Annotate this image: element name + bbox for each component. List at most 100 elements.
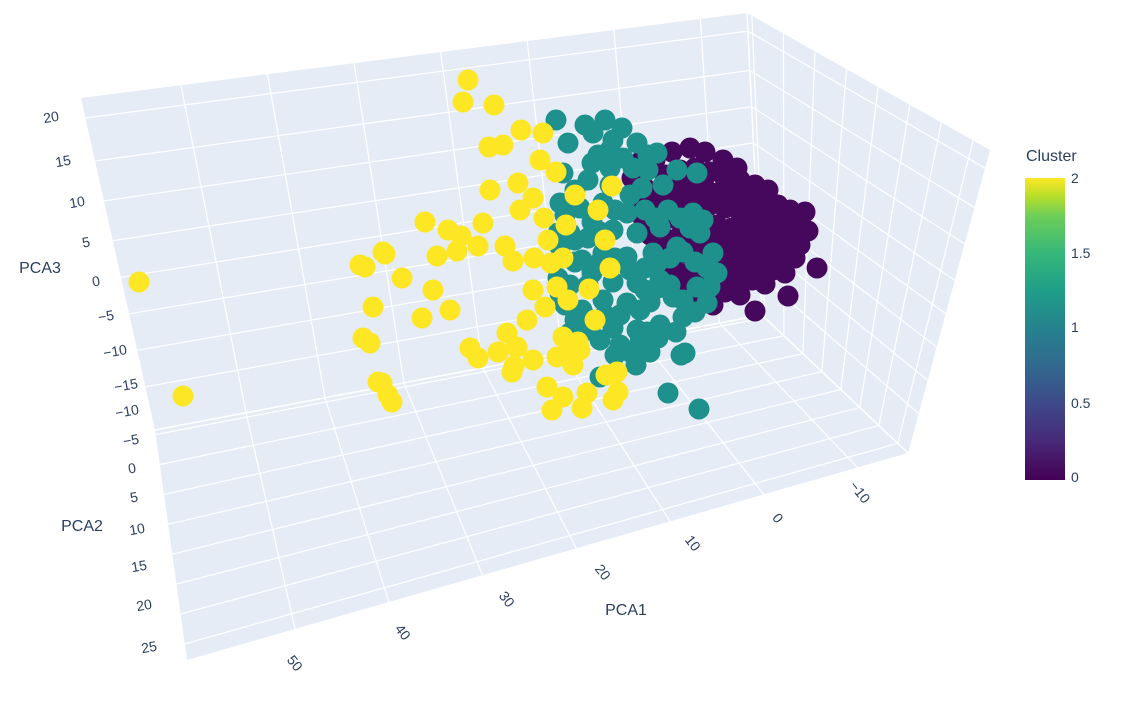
data-point-cluster-2[interactable] bbox=[523, 247, 545, 269]
data-point-cluster-2[interactable] bbox=[607, 381, 629, 403]
data-point-cluster-2[interactable] bbox=[533, 207, 555, 229]
gridline bbox=[561, 352, 671, 522]
data-point-cluster-1[interactable] bbox=[599, 157, 621, 179]
data-point-cluster-2[interactable] bbox=[492, 134, 514, 156]
data-point-cluster-2[interactable] bbox=[522, 279, 544, 301]
data-point-cluster-2[interactable] bbox=[564, 184, 586, 206]
data-point-cluster-2[interactable] bbox=[555, 214, 577, 236]
data-point-cluster-0[interactable] bbox=[661, 141, 683, 163]
data-point-cluster-2[interactable] bbox=[483, 94, 505, 116]
data-point-cluster-1[interactable] bbox=[582, 122, 604, 144]
data-point-cluster-1[interactable] bbox=[629, 299, 651, 321]
data-point-cluster-1[interactable] bbox=[619, 341, 641, 363]
data-point-cluster-2[interactable] bbox=[479, 179, 501, 201]
data-point-cluster-2[interactable] bbox=[587, 199, 609, 221]
data-point-cluster-2[interactable] bbox=[545, 161, 567, 183]
data-point-cluster-2[interactable] bbox=[426, 245, 448, 267]
data-point-cluster-1[interactable] bbox=[626, 222, 648, 244]
data-point-cluster-2[interactable] bbox=[457, 69, 479, 91]
data-point-cluster-0[interactable] bbox=[806, 257, 828, 279]
data-point-cluster-2[interactable] bbox=[502, 250, 524, 272]
data-point-cluster-1[interactable] bbox=[609, 304, 631, 326]
data-point-cluster-0[interactable] bbox=[754, 273, 776, 295]
data-point-cluster-2[interactable] bbox=[472, 212, 494, 234]
data-point-cluster-1[interactable] bbox=[637, 144, 659, 166]
data-point-cluster-1[interactable] bbox=[557, 132, 579, 154]
data-point-cluster-0[interactable] bbox=[774, 262, 796, 284]
data-point-cluster-1[interactable] bbox=[674, 342, 696, 364]
data-point-cluster-2[interactable] bbox=[571, 397, 593, 419]
data-point-cluster-2[interactable] bbox=[414, 211, 436, 233]
data-point-cluster-2[interactable] bbox=[439, 299, 461, 321]
data-point-cluster-1[interactable] bbox=[652, 174, 674, 196]
data-point-cluster-0[interactable] bbox=[794, 201, 816, 223]
data-point-cluster-1[interactable] bbox=[699, 276, 721, 298]
data-point-cluster-1[interactable] bbox=[666, 159, 688, 181]
data-point-cluster-0[interactable] bbox=[784, 247, 806, 269]
data-point-cluster-1[interactable] bbox=[604, 199, 626, 221]
data-point-cluster-2[interactable] bbox=[537, 229, 559, 251]
data-point-cluster-2[interactable] bbox=[467, 347, 489, 369]
data-point-cluster-2[interactable] bbox=[536, 376, 558, 398]
data-point-cluster-2[interactable] bbox=[557, 289, 579, 311]
data-point-cluster-2[interactable] bbox=[452, 91, 474, 113]
data-point-cluster-2[interactable] bbox=[505, 336, 527, 358]
data-point-cluster-2[interactable] bbox=[578, 278, 600, 300]
data-point-cluster-2[interactable] bbox=[349, 254, 371, 276]
data-point-cluster-2[interactable] bbox=[532, 122, 554, 144]
data-point-cluster-2[interactable] bbox=[599, 257, 621, 279]
data-point-cluster-2[interactable] bbox=[411, 307, 433, 329]
data-point-cluster-2[interactable] bbox=[467, 235, 489, 257]
data-point-cluster-2[interactable] bbox=[487, 341, 509, 363]
data-point-cluster-2[interactable] bbox=[595, 364, 617, 386]
gridline bbox=[753, 142, 956, 281]
data-point-cluster-2[interactable] bbox=[507, 172, 529, 194]
data-point-cluster-1[interactable] bbox=[659, 274, 681, 296]
data-point-cluster-2[interactable] bbox=[172, 385, 194, 407]
data-point-cluster-2[interactable] bbox=[371, 372, 393, 394]
data-point-cluster-1[interactable] bbox=[636, 321, 658, 343]
data-point-cluster-1[interactable] bbox=[637, 159, 659, 181]
data-point-cluster-1[interactable] bbox=[545, 109, 567, 131]
data-point-cluster-2[interactable] bbox=[359, 332, 381, 354]
data-point-cluster-2[interactable] bbox=[446, 240, 468, 262]
data-point-cluster-2[interactable] bbox=[529, 149, 551, 171]
data-point-cluster-0[interactable] bbox=[797, 220, 819, 242]
data-point-cluster-1[interactable] bbox=[564, 309, 586, 331]
data-point-cluster-2[interactable] bbox=[552, 247, 574, 269]
data-point-cluster-2[interactable] bbox=[381, 391, 403, 413]
data-point-cluster-2[interactable] bbox=[567, 331, 589, 353]
data-point-cluster-2[interactable] bbox=[509, 199, 531, 221]
data-point-cluster-1[interactable] bbox=[684, 301, 706, 323]
data-point-cluster-1[interactable] bbox=[611, 117, 633, 139]
data-point-cluster-1[interactable] bbox=[657, 382, 679, 404]
data-point-cluster-0[interactable] bbox=[777, 285, 799, 307]
data-point-cluster-2[interactable] bbox=[541, 399, 563, 421]
data-point-cluster-1[interactable] bbox=[696, 257, 718, 279]
data-point-cluster-2[interactable] bbox=[601, 175, 623, 197]
data-point-cluster-1[interactable] bbox=[665, 321, 687, 343]
data-point-cluster-2[interactable] bbox=[510, 119, 532, 141]
data-point-cluster-1[interactable] bbox=[639, 341, 661, 363]
data-point-cluster-2[interactable] bbox=[522, 349, 544, 371]
data-point-cluster-2[interactable] bbox=[372, 241, 394, 263]
data-point-cluster-0[interactable] bbox=[744, 300, 766, 322]
data-point-cluster-2[interactable] bbox=[391, 267, 413, 289]
x-axis-title: PCA1 bbox=[605, 602, 647, 619]
data-point-cluster-2[interactable] bbox=[594, 229, 616, 251]
data-point-cluster-2[interactable] bbox=[128, 271, 150, 293]
data-point-cluster-2[interactable] bbox=[516, 309, 538, 331]
data-point-cluster-1[interactable] bbox=[692, 209, 714, 231]
data-point-cluster-1[interactable] bbox=[686, 162, 708, 184]
data-point-cluster-0[interactable] bbox=[694, 141, 716, 163]
data-point-cluster-2[interactable] bbox=[422, 279, 444, 301]
colorbar-tick-label: 1 bbox=[1071, 319, 1079, 335]
data-point-cluster-2[interactable] bbox=[584, 309, 606, 331]
data-point-cluster-2[interactable] bbox=[534, 296, 556, 318]
data-point-cluster-2[interactable] bbox=[362, 296, 384, 318]
data-point-cluster-1[interactable] bbox=[688, 398, 710, 420]
data-point-cluster-2[interactable] bbox=[501, 361, 523, 383]
data-point-cluster-1[interactable] bbox=[619, 184, 641, 206]
